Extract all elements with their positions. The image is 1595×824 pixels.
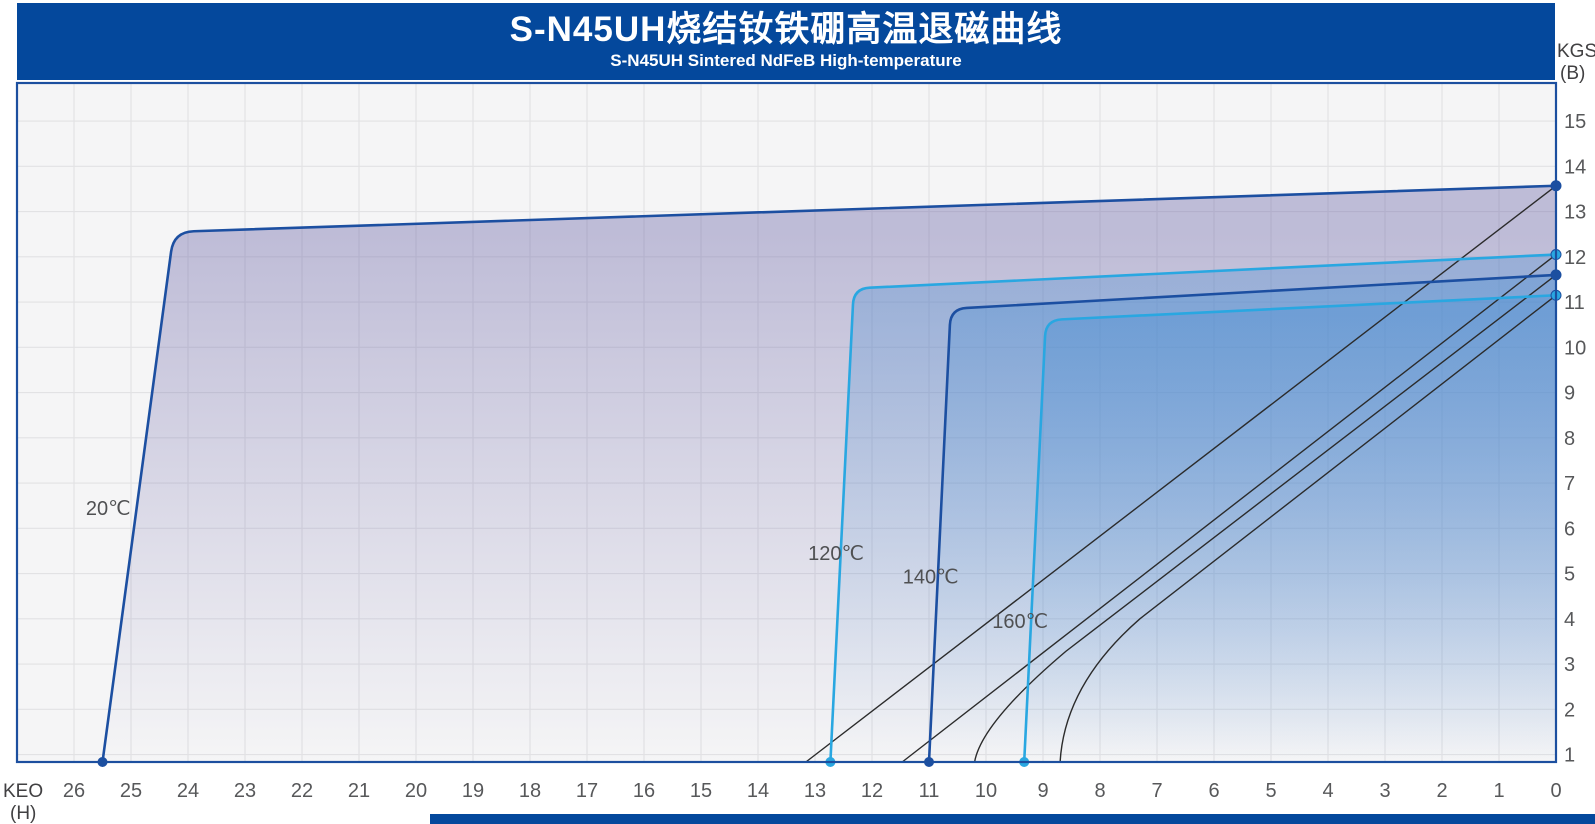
x-axis-unit-label: KEO	[3, 781, 43, 802]
x-tick-label: 10	[975, 780, 997, 802]
x-tick-label: 6	[1208, 780, 1219, 802]
temperature-label: 140℃	[903, 566, 959, 588]
normal-curve-120℃	[901, 253, 1557, 763]
x-tick-label: 16	[633, 780, 655, 802]
y-tick-label: 5	[1564, 564, 1575, 586]
x-tick-label: 22	[291, 780, 313, 802]
y-tick-label: 15	[1564, 111, 1586, 133]
x-tick-label: 15	[690, 780, 712, 802]
y-tick-label: 7	[1564, 473, 1575, 495]
y-tick-label: 1	[1564, 745, 1575, 767]
x-tick-label: 21	[348, 780, 370, 802]
y-axis-unit-label: (B)	[1560, 63, 1585, 84]
y-tick-label: 3	[1564, 654, 1575, 676]
x-tick-label: 11	[919, 780, 940, 802]
plot-border	[15, 81, 1558, 764]
normal-curve-140℃	[973, 274, 1557, 763]
x-tick-label: 23	[234, 780, 256, 802]
x-tick-label: 2	[1436, 780, 1447, 802]
x-tick-label: 5	[1265, 780, 1276, 802]
intrinsic-curve-160℃	[1022, 293, 1557, 763]
footer-accent-bar	[430, 814, 1595, 824]
intrinsic-curve-120℃	[829, 253, 1557, 763]
temperature-label: 160℃	[992, 611, 1048, 633]
x-tick-label: 13	[804, 780, 826, 802]
y-tick-label: 8	[1564, 428, 1575, 450]
x-tick-label: 3	[1379, 780, 1390, 802]
y-tick-label: 13	[1564, 202, 1586, 224]
y-tick-label: 4	[1564, 609, 1575, 631]
y-tick-label: 14	[1564, 156, 1586, 178]
x-tick-label: 14	[747, 780, 769, 802]
chart-subtitle: S-N45UH Sintered NdFeB High-temperature	[610, 51, 962, 70]
y-tick-label: 10	[1564, 337, 1586, 359]
y-tick-label: 6	[1564, 518, 1575, 540]
x-tick-label: 0	[1550, 780, 1561, 802]
y-axis-unit-label: KGS	[1557, 41, 1595, 62]
chart-header-bar: S-N45UH烧结钕铁硼高温退磁曲线 S-N45UH Sintered NdFe…	[17, 3, 1555, 80]
intrinsic-curve-20℃	[101, 184, 1557, 763]
temperature-label: 120℃	[808, 543, 864, 565]
x-tick-label: 18	[519, 780, 541, 802]
area-fill-160℃	[1024, 295, 1556, 762]
chart-title: S-N45UH烧结钕铁硼高温退磁曲线	[509, 10, 1063, 49]
y-tick-label: 12	[1564, 247, 1586, 269]
x-tick-label: 8	[1094, 780, 1105, 802]
x-tick-label: 26	[63, 780, 85, 802]
x-tick-label: 19	[462, 780, 484, 802]
temperature-label: 20℃	[86, 498, 131, 520]
intrinsic-curve-140℃	[927, 273, 1557, 763]
x-tick-label: 24	[177, 780, 199, 802]
x-tick-label: 25	[120, 780, 142, 802]
y-tick-label: 11	[1564, 292, 1585, 314]
x-tick-label: 1	[1493, 780, 1504, 802]
x-tick-label: 20	[405, 780, 427, 802]
x-tick-label: 7	[1151, 780, 1162, 802]
x-tick-label: 17	[576, 780, 598, 802]
x-tick-label: 4	[1322, 780, 1333, 802]
x-tick-label: 9	[1037, 780, 1048, 802]
y-tick-label: 2	[1564, 699, 1575, 721]
y-tick-label: 9	[1564, 383, 1575, 405]
normal-curve-160℃	[1059, 294, 1557, 763]
x-tick-label: 12	[861, 780, 883, 802]
x-axis-unit-label: (H)	[10, 803, 36, 824]
